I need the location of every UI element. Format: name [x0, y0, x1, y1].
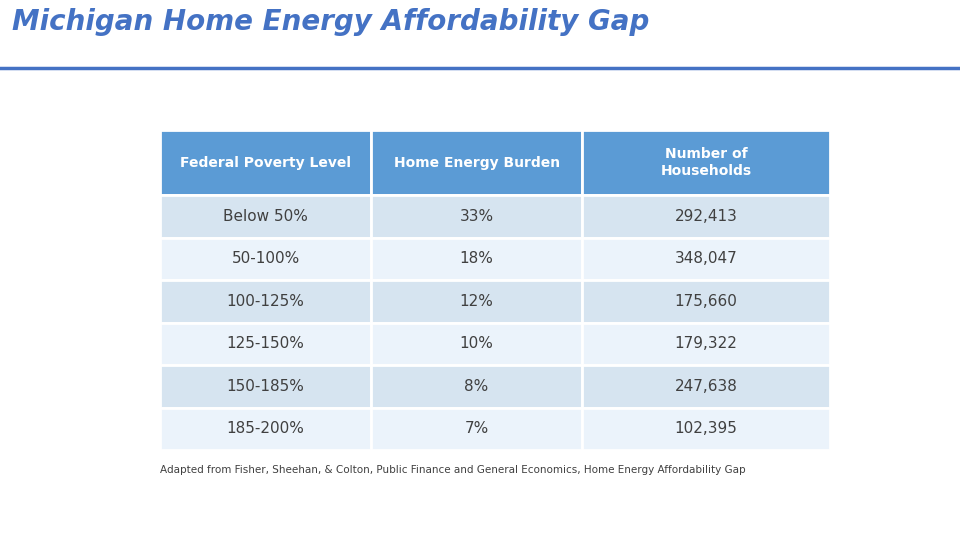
Bar [160, 195, 372, 238]
Text: Below 50%: Below 50% [223, 209, 308, 224]
Bar [160, 130, 372, 195]
Text: 247,638: 247,638 [675, 379, 737, 394]
Bar [582, 238, 830, 280]
Bar [372, 408, 582, 450]
Bar [582, 408, 830, 450]
Text: 175,660: 175,660 [675, 294, 737, 309]
Bar [372, 130, 582, 195]
Bar [160, 365, 372, 408]
Text: 185-200%: 185-200% [227, 421, 304, 436]
Bar [582, 365, 830, 408]
Text: Adapted from Fisher, Sheehan, & Colton, Public Finance and General Economics, Ho: Adapted from Fisher, Sheehan, & Colton, … [160, 465, 746, 475]
Bar [372, 238, 582, 280]
Text: 100-125%: 100-125% [227, 294, 304, 309]
Text: 7%: 7% [465, 421, 489, 436]
Text: 150-185%: 150-185% [227, 379, 304, 394]
Bar [372, 280, 582, 322]
Bar [582, 322, 830, 365]
Text: 12%: 12% [460, 294, 493, 309]
Text: Federal Poverty Level: Federal Poverty Level [180, 156, 351, 170]
Bar [372, 322, 582, 365]
Bar [160, 408, 372, 450]
Bar [160, 238, 372, 280]
Text: 50-100%: 50-100% [231, 251, 300, 266]
Text: 10%: 10% [460, 336, 493, 351]
Text: 179,322: 179,322 [675, 336, 737, 351]
Bar [582, 280, 830, 322]
Text: 33%: 33% [460, 209, 493, 224]
Bar [160, 280, 372, 322]
Text: 348,047: 348,047 [675, 251, 737, 266]
Text: 18%: 18% [460, 251, 493, 266]
Text: 8%: 8% [465, 379, 489, 394]
Text: 292,413: 292,413 [675, 209, 737, 224]
Text: Home Energy Burden: Home Energy Burden [394, 156, 560, 170]
Text: Number of
Households: Number of Households [660, 147, 752, 178]
Bar [160, 322, 372, 365]
Bar [582, 130, 830, 195]
Text: Michigan Home Energy Affordability Gap: Michigan Home Energy Affordability Gap [12, 8, 649, 36]
Text: 102,395: 102,395 [675, 421, 737, 436]
Bar [372, 365, 582, 408]
Text: 125-150%: 125-150% [227, 336, 304, 351]
Bar [372, 195, 582, 238]
Bar [582, 195, 830, 238]
